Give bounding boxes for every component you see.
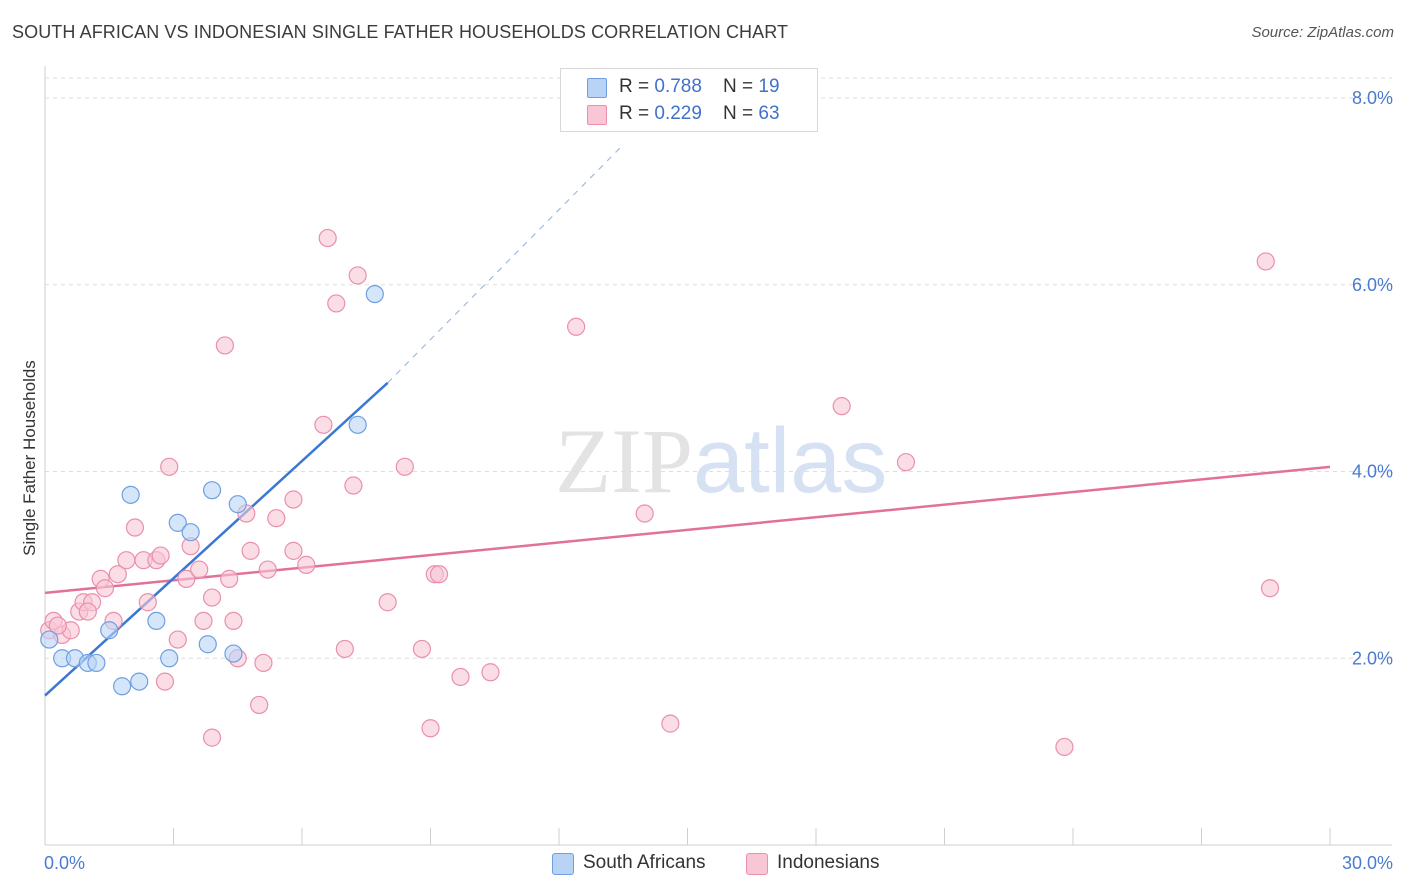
point-indonesian <box>168 630 187 649</box>
point-south-african <box>168 513 187 532</box>
source-credit: Source: ZipAtlas.com <box>1251 24 1394 41</box>
point-south-african <box>181 523 200 542</box>
point-indonesian <box>177 569 196 588</box>
point-indonesian <box>190 560 209 579</box>
point-indonesian <box>220 569 239 588</box>
point-indonesian <box>1055 737 1074 757</box>
watermark-atlas: atlas <box>693 410 888 512</box>
point-indonesian <box>896 453 916 472</box>
point-indonesian <box>1256 252 1275 271</box>
point-indonesian <box>297 555 316 574</box>
point-indonesian <box>138 593 157 612</box>
point-south-african <box>147 611 166 631</box>
point-indonesian <box>314 415 333 434</box>
point-indonesian <box>327 294 346 313</box>
legend-swatch-pink <box>587 105 607 125</box>
point-indonesian <box>48 616 67 635</box>
bottom-legend-label: Indonesians <box>777 852 880 873</box>
x-tick-label: 30.0% <box>1342 853 1393 873</box>
point-south-african <box>87 653 106 673</box>
bottom-legend-swatch-pink <box>746 853 768 875</box>
stats-legend: R = 0.788 N = 19 R = 0.229 N = 63 <box>560 68 818 132</box>
point-indonesian <box>429 565 449 584</box>
point-indonesian <box>108 565 127 584</box>
y-tick-label: 8.0% <box>1352 88 1393 108</box>
y-tick-label: 6.0% <box>1352 275 1393 295</box>
point-indonesian <box>412 639 432 659</box>
legend-swatch-blue <box>587 78 607 98</box>
point-indonesian <box>95 579 115 598</box>
y-tick-label: 2.0% <box>1352 648 1393 668</box>
point-south-african <box>198 635 217 654</box>
point-indonesian <box>318 228 337 248</box>
point-south-african <box>40 630 59 649</box>
point-indonesian <box>160 457 179 476</box>
point-indonesian <box>661 714 680 733</box>
point-south-african <box>121 485 140 504</box>
point-indonesian <box>378 593 397 612</box>
point-south-african <box>348 415 367 434</box>
point-indonesian <box>567 317 586 336</box>
point-south-african <box>202 481 222 500</box>
point-indonesian <box>267 509 286 528</box>
point-indonesian <box>254 653 273 673</box>
point-indonesian <box>335 639 354 659</box>
chart-title: SOUTH AFRICAN VS INDONESIAN SINGLE FATHE… <box>12 22 789 42</box>
point-indonesian <box>348 266 367 285</box>
point-indonesian <box>125 518 145 537</box>
point-indonesian <box>395 457 414 476</box>
point-south-african <box>365 284 384 304</box>
point-indonesian <box>481 663 500 682</box>
point-indonesian <box>241 541 260 560</box>
point-south-african <box>224 644 243 663</box>
data-points <box>40 228 1280 757</box>
point-indonesian <box>117 551 136 570</box>
point-south-african <box>100 621 119 640</box>
legend-text: R = 0.229 N = 63 <box>619 103 780 124</box>
point-indonesian <box>202 588 222 607</box>
point-indonesian <box>155 672 175 691</box>
y-tick-label: 4.0% <box>1352 462 1393 482</box>
point-indonesian <box>250 695 269 715</box>
point-indonesian <box>451 667 470 687</box>
x-tick-label: 0.0% <box>44 853 85 873</box>
point-indonesian <box>194 611 213 631</box>
point-indonesian <box>78 602 97 621</box>
point-south-african <box>112 677 132 696</box>
watermark-zip: ZIP <box>555 410 693 512</box>
point-indonesian <box>215 336 234 355</box>
grid-lines <box>45 77 1392 659</box>
point-south-african <box>228 495 247 514</box>
point-indonesian <box>258 560 277 579</box>
point-south-african <box>130 672 149 691</box>
legend-text: R = 0.788 N = 19 <box>619 76 780 97</box>
point-indonesian <box>635 504 654 523</box>
point-indonesian <box>1260 579 1280 598</box>
tick-labels: 2.0% 4.0% 6.0% 8.0% 0.0% 30.0% <box>44 88 1393 873</box>
point-indonesian <box>151 546 170 565</box>
trend-line-indonesians <box>44 465 1331 595</box>
point-indonesian <box>284 541 303 560</box>
bottom-legend-label: South Africans <box>583 852 706 873</box>
y-axis-label: Single Father Households <box>20 360 39 556</box>
axes <box>44 66 1392 846</box>
point-south-african <box>160 649 179 668</box>
point-indonesian <box>832 397 851 416</box>
point-indonesian <box>224 611 243 631</box>
watermark: ZIPatlas <box>555 408 887 514</box>
point-indonesian <box>344 476 363 495</box>
point-indonesian <box>202 728 222 747</box>
point-indonesian <box>421 719 440 738</box>
point-indonesian <box>284 490 303 509</box>
bottom-legend-swatch-blue <box>552 853 574 875</box>
trend-line-extension <box>387 144 624 384</box>
trend-line-south-africans <box>44 381 389 697</box>
